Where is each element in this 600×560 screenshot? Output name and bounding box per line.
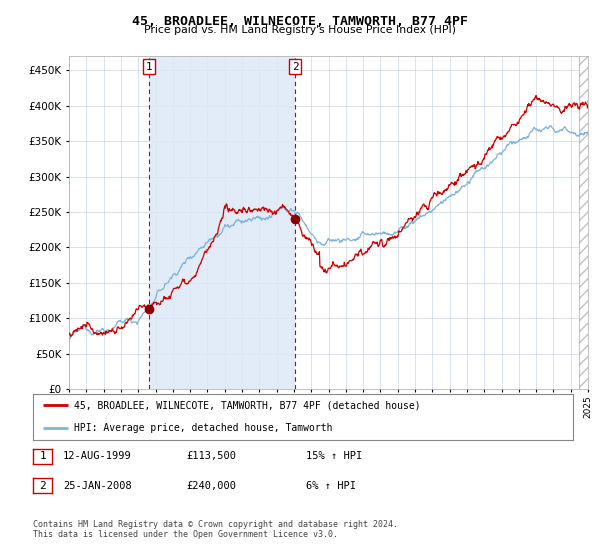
Text: 45, BROADLEE, WILNECOTE, TAMWORTH, B77 4PF: 45, BROADLEE, WILNECOTE, TAMWORTH, B77 4… [132,15,468,28]
Text: 2: 2 [292,62,298,72]
Text: 2: 2 [39,480,46,491]
Text: 1: 1 [39,451,46,461]
Text: 12-AUG-1999: 12-AUG-1999 [63,451,132,461]
Text: £240,000: £240,000 [186,480,236,491]
Text: £113,500: £113,500 [186,451,236,461]
Text: 1: 1 [145,62,152,72]
Text: 6% ↑ HPI: 6% ↑ HPI [306,480,356,491]
Text: 15% ↑ HPI: 15% ↑ HPI [306,451,362,461]
Text: 25-JAN-2008: 25-JAN-2008 [63,480,132,491]
Text: HPI: Average price, detached house, Tamworth: HPI: Average price, detached house, Tamw… [74,423,332,433]
Bar [149,56,295,389]
Text: 45, BROADLEE, WILNECOTE, TAMWORTH, B77 4PF (detached house): 45, BROADLEE, WILNECOTE, TAMWORTH, B77 4… [74,400,420,410]
Text: Price paid vs. HM Land Registry's House Price Index (HPI): Price paid vs. HM Land Registry's House … [144,25,456,35]
Text: Contains HM Land Registry data © Crown copyright and database right 2024.
This d: Contains HM Land Registry data © Crown c… [33,520,398,539]
Bar [580,56,588,389]
